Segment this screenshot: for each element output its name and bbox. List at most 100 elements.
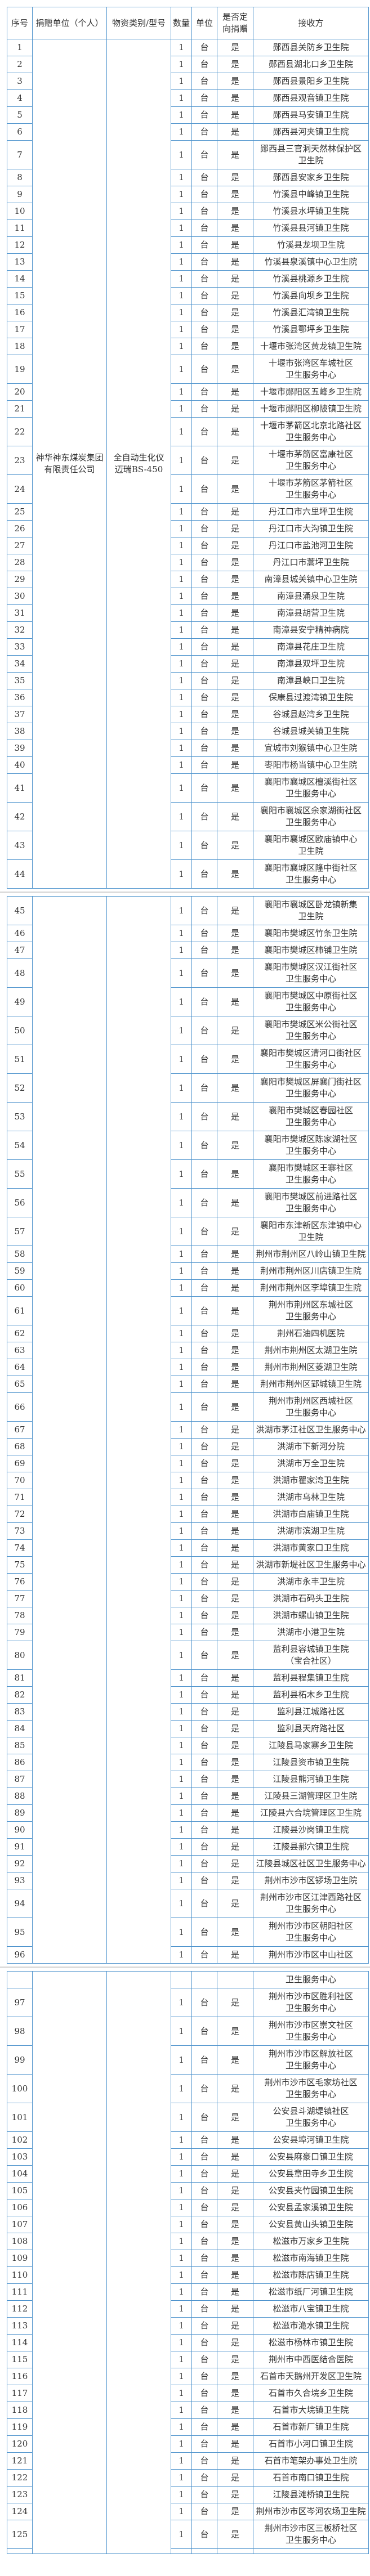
quantity-cell: 1 bbox=[171, 740, 192, 757]
unit-cell: 台 bbox=[191, 2182, 217, 2199]
serial-cell: 104 bbox=[7, 2165, 33, 2183]
recipient-cell: 南漳县峡口卫生院 bbox=[253, 672, 369, 689]
quantity-cell: 1 bbox=[171, 672, 192, 689]
unit-cell: 台 bbox=[191, 1359, 217, 1376]
table-row: 31 1 台是南漳县胡营卫生院 bbox=[7, 604, 369, 622]
serial-cell: 24 bbox=[7, 474, 33, 504]
directed-cell: 是 bbox=[217, 1771, 253, 1788]
unit-cell: 台 bbox=[191, 925, 217, 942]
serial-cell: 42 bbox=[7, 802, 33, 831]
recipient-cell: 荆州市沙市区解放社区 卫生服务中心 bbox=[253, 2045, 369, 2075]
unit-cell: 台 bbox=[191, 287, 217, 304]
quantity-cell: 1 bbox=[171, 1737, 192, 1754]
recipient-cell: 荆州市荆州区菱湖卫生院 bbox=[253, 1359, 369, 1376]
unit-cell: 台 bbox=[191, 1159, 217, 1189]
table-row: 32 1 台是南漳县安宁精神病院 bbox=[7, 621, 369, 639]
unit-cell: 台 bbox=[191, 987, 217, 1016]
directed-cell: 是 bbox=[217, 1838, 253, 1856]
directed-cell: 是 bbox=[217, 1131, 253, 1160]
serial-cell: 74 bbox=[7, 1539, 33, 1557]
table-row: 71 1 台是洪湖市乌林卫生院 bbox=[7, 1489, 369, 1506]
recipient-cell: 石首市新厂镇卫生院 bbox=[253, 2418, 369, 2436]
unit-cell: 台 bbox=[191, 1641, 217, 1670]
unit-cell: 台 bbox=[191, 304, 217, 321]
serial-cell: 35 bbox=[7, 672, 33, 689]
serial-cell: 121 bbox=[7, 2452, 33, 2470]
quantity-cell: 1 bbox=[171, 1472, 192, 1489]
quantity-cell: 1 bbox=[171, 56, 192, 73]
unit-cell: 台 bbox=[191, 1472, 217, 1489]
recipient-cell: 监利县程集镇卫生院 bbox=[253, 1669, 369, 1687]
recipient-cell: 襄阳市樊城区竹条卫生院 bbox=[253, 925, 369, 942]
serial-cell: 102 bbox=[7, 2131, 33, 2149]
recipient-cell: 荆州市荆州区川店镇卫生院 bbox=[253, 1262, 369, 1280]
unit-cell: 台 bbox=[191, 2199, 217, 2216]
table-row bbox=[7, 2548, 369, 2554]
directed-cell: 是 bbox=[217, 1262, 253, 1280]
unit-cell: 台 bbox=[191, 1296, 217, 1325]
quantity-cell: 1 bbox=[171, 537, 192, 554]
directed-cell: 是 bbox=[217, 2452, 253, 2470]
directed-cell: 是 bbox=[217, 2520, 253, 2549]
recipient-cell: 十堰市张湾区车城社区 卫生服务中心 bbox=[253, 355, 369, 384]
quantity-cell: 1 bbox=[171, 2199, 192, 2216]
quantity-cell: 1 bbox=[171, 554, 192, 571]
quantity-cell: 1 bbox=[171, 1489, 192, 1506]
directed-cell: 是 bbox=[217, 1669, 253, 1687]
table-row: 111 1 台是松滋市纸厂河镇卫生院 bbox=[7, 2283, 369, 2301]
recipient-cell: 公安县麻豪口镇卫生院 bbox=[253, 2148, 369, 2166]
table-row: 77 1 台是洪湖市石码头卫生院 bbox=[7, 1590, 369, 1607]
directed-cell: 是 bbox=[217, 338, 253, 355]
table-row: 23 1 台是十堰市茅箭区富康社区 卫生服务中心 bbox=[7, 446, 369, 475]
directed-cell: 是 bbox=[217, 383, 253, 401]
table-row: 38 1 台是谷城县城关镇卫生院 bbox=[7, 723, 369, 740]
table-row: 3 1 台是郧西县景阳乡卫生院 bbox=[7, 73, 369, 90]
recipient-cell: 荆州市沙市区中山社区 bbox=[253, 1946, 369, 1964]
quantity-cell: 1 bbox=[171, 1325, 192, 1342]
directed-cell: 是 bbox=[217, 942, 253, 959]
table-row: 57 1 台是襄阳市东津新区东津镇中心 卫生院 bbox=[7, 1217, 369, 1246]
donation-table-2: 45 1 台是襄阳市襄城区卧龙镇新集 卫生院 46 1 台是襄阳市樊城区竹条卫生院 47 1 台… bbox=[7, 896, 369, 1964]
table-row: 8 1 台是郧西县安家乡卫生院 bbox=[7, 169, 369, 186]
quantity-cell: 1 bbox=[171, 756, 192, 774]
directed-cell: 是 bbox=[217, 321, 253, 338]
serial-cell: 124 bbox=[7, 2503, 33, 2520]
unit-cell: 台 bbox=[191, 1838, 217, 1856]
directed-cell: 是 bbox=[217, 39, 253, 56]
serial-cell: 7 bbox=[7, 140, 33, 169]
quantity-cell: 1 bbox=[171, 1455, 192, 1472]
serial-cell: 46 bbox=[7, 925, 33, 942]
header-unit: 单位 bbox=[191, 7, 217, 39]
serial-cell: 29 bbox=[7, 571, 33, 588]
table-row: 53 1 台是襄阳市樊城区春园社区 卫生服务中心 bbox=[7, 1102, 369, 1131]
serial-cell: 20 bbox=[7, 383, 33, 401]
recipient-cell: 江陵县滩桥镇卫生院 bbox=[253, 2486, 369, 2503]
table-row: 72 1 台是洪湖市白庙镇卫生院 bbox=[7, 1506, 369, 1523]
table-header-row: 序号 捐赠单位（个人） 物资类别/型号 数量 单位 是否定 向捐赠 接收方 bbox=[7, 7, 369, 39]
directed-cell: 是 bbox=[217, 2233, 253, 2250]
directed-cell: 是 bbox=[217, 355, 253, 384]
directed-cell: 是 bbox=[217, 773, 253, 803]
serial-cell: 91 bbox=[7, 1838, 33, 1856]
recipient-cell: 荆州市沙市区三板桥社区 卫生服务中心 bbox=[253, 2520, 369, 2549]
unit-cell: 台 bbox=[191, 169, 217, 186]
unit-cell: 台 bbox=[191, 1737, 217, 1754]
unit-cell: 台 bbox=[191, 588, 217, 605]
donation-table-1: 序号 捐赠单位（个人） 物资类别/型号 数量 单位 是否定 向捐赠 接收方 1 神… bbox=[7, 7, 369, 889]
unit-cell: 台 bbox=[191, 520, 217, 537]
table-row: 82 1 台是监利县柘木乡卫生院 bbox=[7, 1686, 369, 1704]
donation-table-3: 卫生服务中心 97 1 台是荆州市沙市区胜利社区 卫生服务中心 98 1 台是荆州市沙市区崇… bbox=[7, 1971, 369, 2554]
directed-cell: 是 bbox=[217, 56, 253, 73]
directed-cell: 是 bbox=[217, 1539, 253, 1557]
quantity-cell: 1 bbox=[171, 1102, 192, 1131]
directed-cell: 是 bbox=[217, 2045, 253, 2075]
quantity-cell: 1 bbox=[171, 1392, 192, 1422]
recipient-cell: 江陵县三湖管理区卫生院 bbox=[253, 1787, 369, 1805]
serial-cell: 88 bbox=[7, 1787, 33, 1805]
quantity-cell: 1 bbox=[171, 1279, 192, 1297]
unit-cell: 台 bbox=[191, 338, 217, 355]
serial-cell: 67 bbox=[7, 1421, 33, 1439]
table-row: 60 1 台是荆州市荆州区李埠镇卫生院 bbox=[7, 1279, 369, 1297]
table-row: 104 1 台是公安县章田寺乡卫生院 bbox=[7, 2165, 369, 2183]
directed-cell: 是 bbox=[217, 2486, 253, 2503]
